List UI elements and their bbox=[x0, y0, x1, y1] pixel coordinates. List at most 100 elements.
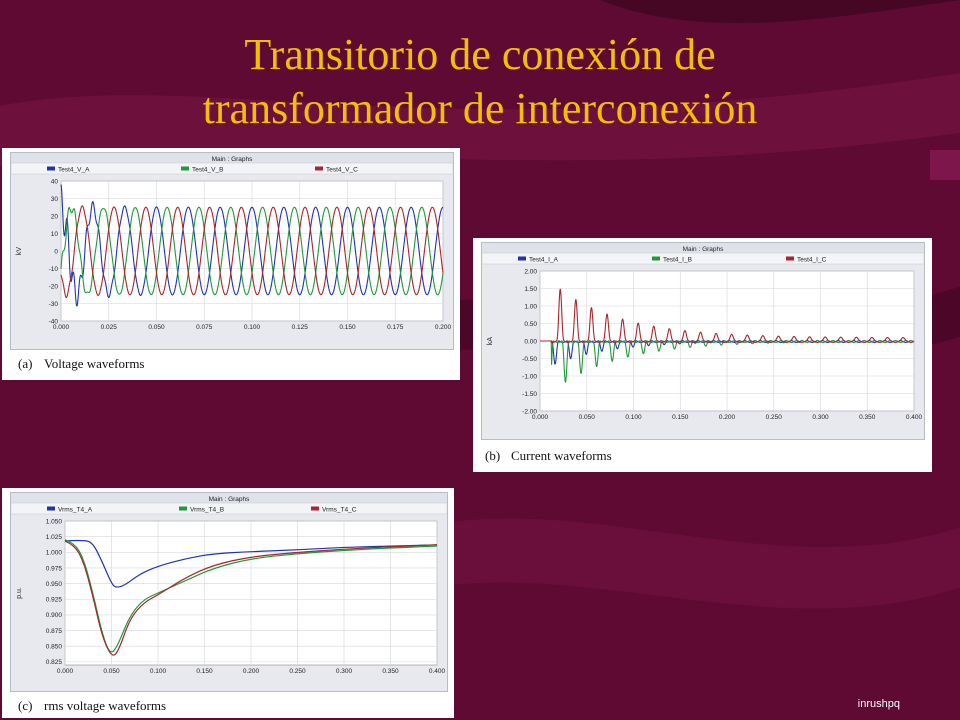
series-line-Vrms_T4_B bbox=[64, 539, 438, 653]
voltage-chart: Main : Graphs Test4_V_A Test4_V_B Test4_V_C… bbox=[11, 153, 453, 331]
x-tick-0.300: 0.300 bbox=[336, 668, 353, 675]
caption-rms: (c) rms voltage waveforms bbox=[18, 698, 166, 714]
graph-window-voltage: Main : Graphs Test4_V_A Test4_V_B Test4_V_C… bbox=[10, 152, 454, 350]
window-title: Main : Graphs bbox=[212, 156, 254, 163]
y-axis-label: kV bbox=[16, 247, 23, 256]
y-tick--10: -10 bbox=[49, 266, 59, 273]
x-tick-0.350: 0.350 bbox=[859, 414, 876, 421]
caption-letter: (c) bbox=[18, 698, 33, 713]
series-line-Vrms_T4_A bbox=[64, 539, 438, 588]
x-tick-0.200: 0.200 bbox=[435, 324, 452, 331]
legend-label-Test4_V_A: Test4_V_A bbox=[58, 167, 90, 174]
x-tick-0.100: 0.100 bbox=[244, 324, 261, 331]
graph-window-rms: Main : Graphs Vrms_T4_A Vrms_T4_B Vrms_T4_C… bbox=[10, 492, 448, 692]
legend-swatch-Test4_V_A bbox=[47, 166, 55, 171]
y-tick-1.000: 1.000 bbox=[46, 550, 63, 557]
panel-rms: Main : Graphs Vrms_T4_A Vrms_T4_B Vrms_T4_C… bbox=[2, 488, 454, 718]
y-tick-1.00: 1.00 bbox=[524, 303, 537, 310]
legend-label-Test4_I_B: Test4_I_B bbox=[663, 257, 692, 264]
x-tick-0.200: 0.200 bbox=[243, 668, 260, 675]
legend-label-Vrms_T4_C: Vrms_T4_C bbox=[322, 507, 357, 514]
y-tick-30: 30 bbox=[51, 196, 59, 203]
x-tick-0.100: 0.100 bbox=[150, 668, 167, 675]
y-tick-1.50: 1.50 bbox=[524, 286, 537, 293]
legend-bar bbox=[11, 502, 447, 515]
panel-current: Main : Graphs Test4_I_A Test4_I_B Test4_I_C… bbox=[473, 238, 932, 472]
y-axis-label: p.u. bbox=[16, 587, 23, 599]
y-tick-1.025: 1.025 bbox=[46, 534, 63, 541]
y-tick-0.875: 0.875 bbox=[46, 628, 63, 635]
y-tick-0.950: 0.950 bbox=[46, 581, 63, 588]
caption-text: Current waveforms bbox=[511, 448, 612, 463]
y-tick-2.00: 2.00 bbox=[524, 268, 537, 275]
y-tick-20: 20 bbox=[51, 213, 59, 220]
x-tick-0.075: 0.075 bbox=[196, 324, 213, 331]
x-tick-0.400: 0.400 bbox=[906, 414, 923, 421]
y-tick-0.900: 0.900 bbox=[46, 612, 63, 619]
x-tick-0.150: 0.150 bbox=[339, 324, 356, 331]
y-tick-0.925: 0.925 bbox=[46, 597, 63, 604]
series-line-Test4_I_C bbox=[539, 288, 915, 343]
caption-text: Voltage waveforms bbox=[44, 356, 145, 371]
y-axis-label: kA bbox=[487, 337, 494, 346]
legend-swatch-Test4_V_C bbox=[315, 166, 323, 171]
rms-chart: Main : Graphs Vrms_T4_A Vrms_T4_B Vrms_T4_C… bbox=[11, 493, 447, 675]
y-tick--1.50: -1.50 bbox=[522, 391, 537, 398]
legend-bar bbox=[482, 252, 924, 265]
y-tick-0.825: 0.825 bbox=[46, 659, 63, 666]
window-title: Main : Graphs bbox=[683, 246, 725, 253]
title-line-1: Transitorio de conexión de bbox=[244, 30, 716, 79]
caption-letter: (b) bbox=[485, 448, 501, 463]
x-tick-0.400: 0.400 bbox=[429, 668, 446, 675]
x-tick-0.000: 0.000 bbox=[53, 324, 70, 331]
caption-text: rms voltage waveforms bbox=[44, 698, 167, 713]
y-tick-0: 0 bbox=[54, 248, 58, 255]
x-tick-0.050: 0.050 bbox=[579, 414, 596, 421]
caption-voltage: (a) Voltage waveforms bbox=[18, 356, 144, 372]
series-line-Test4_V_C bbox=[60, 205, 444, 298]
x-tick-0.250: 0.250 bbox=[766, 414, 783, 421]
legend-label-Test4_V_C: Test4_V_C bbox=[326, 167, 358, 174]
title-line-2: transformador de interconexión bbox=[202, 84, 758, 133]
caption-current: (b) Current waveforms bbox=[485, 448, 612, 464]
x-tick-0.000: 0.000 bbox=[57, 668, 74, 675]
y-tick-0.975: 0.975 bbox=[46, 565, 63, 572]
legend-swatch-Test4_I_C bbox=[786, 256, 794, 261]
y-tick--0.50: -0.50 bbox=[522, 356, 537, 363]
y-tick--2.00: -2.00 bbox=[522, 408, 537, 415]
x-tick-0.050: 0.050 bbox=[103, 668, 120, 675]
legend-label-Test4_I_C: Test4_I_C bbox=[797, 257, 827, 264]
x-tick-0.175: 0.175 bbox=[387, 324, 404, 331]
x-tick-0.350: 0.350 bbox=[382, 668, 399, 675]
graph-window-current: Main : Graphs Test4_I_A Test4_I_B Test4_I_C… bbox=[481, 242, 925, 440]
window-titlebar bbox=[482, 243, 924, 253]
y-tick--40: -40 bbox=[49, 318, 59, 325]
current-chart: Main : Graphs Test4_I_A Test4_I_B Test4_I_C… bbox=[482, 243, 924, 421]
caption-letter: (a) bbox=[18, 356, 33, 371]
x-tick-0.100: 0.100 bbox=[625, 414, 642, 421]
window-titlebar bbox=[11, 153, 453, 163]
y-tick-0.50: 0.50 bbox=[524, 321, 537, 328]
x-tick-0.000: 0.000 bbox=[532, 414, 549, 421]
panel-voltage: Main : Graphs Test4_V_A Test4_V_B Test4_V_C… bbox=[2, 148, 460, 380]
y-tick-10: 10 bbox=[51, 231, 59, 238]
x-tick-0.025: 0.025 bbox=[101, 324, 118, 331]
x-tick-0.250: 0.250 bbox=[289, 668, 306, 675]
legend-swatch-Vrms_T4_A bbox=[47, 506, 55, 511]
x-tick-0.050: 0.050 bbox=[148, 324, 165, 331]
y-tick--30: -30 bbox=[49, 301, 59, 308]
slide-title: Transitorio de conexión de transformador… bbox=[40, 28, 920, 136]
x-tick-0.150: 0.150 bbox=[672, 414, 689, 421]
y-tick-1.050: 1.050 bbox=[46, 518, 63, 525]
legend-swatch-Vrms_T4_B bbox=[179, 506, 187, 511]
series-line-Test4_V_A bbox=[60, 184, 444, 307]
legend-swatch-Test4_V_B bbox=[181, 166, 189, 171]
x-tick-0.200: 0.200 bbox=[719, 414, 736, 421]
series-line-Vrms_T4_C bbox=[64, 540, 438, 656]
y-tick-40: 40 bbox=[51, 178, 59, 185]
y-tick--1.00: -1.00 bbox=[522, 373, 537, 380]
window-titlebar bbox=[11, 493, 447, 503]
y-tick-0.00: 0.00 bbox=[524, 338, 537, 345]
legend-swatch-Vrms_T4_C bbox=[311, 506, 319, 511]
legend-label-Test4_I_A: Test4_I_A bbox=[529, 257, 559, 264]
